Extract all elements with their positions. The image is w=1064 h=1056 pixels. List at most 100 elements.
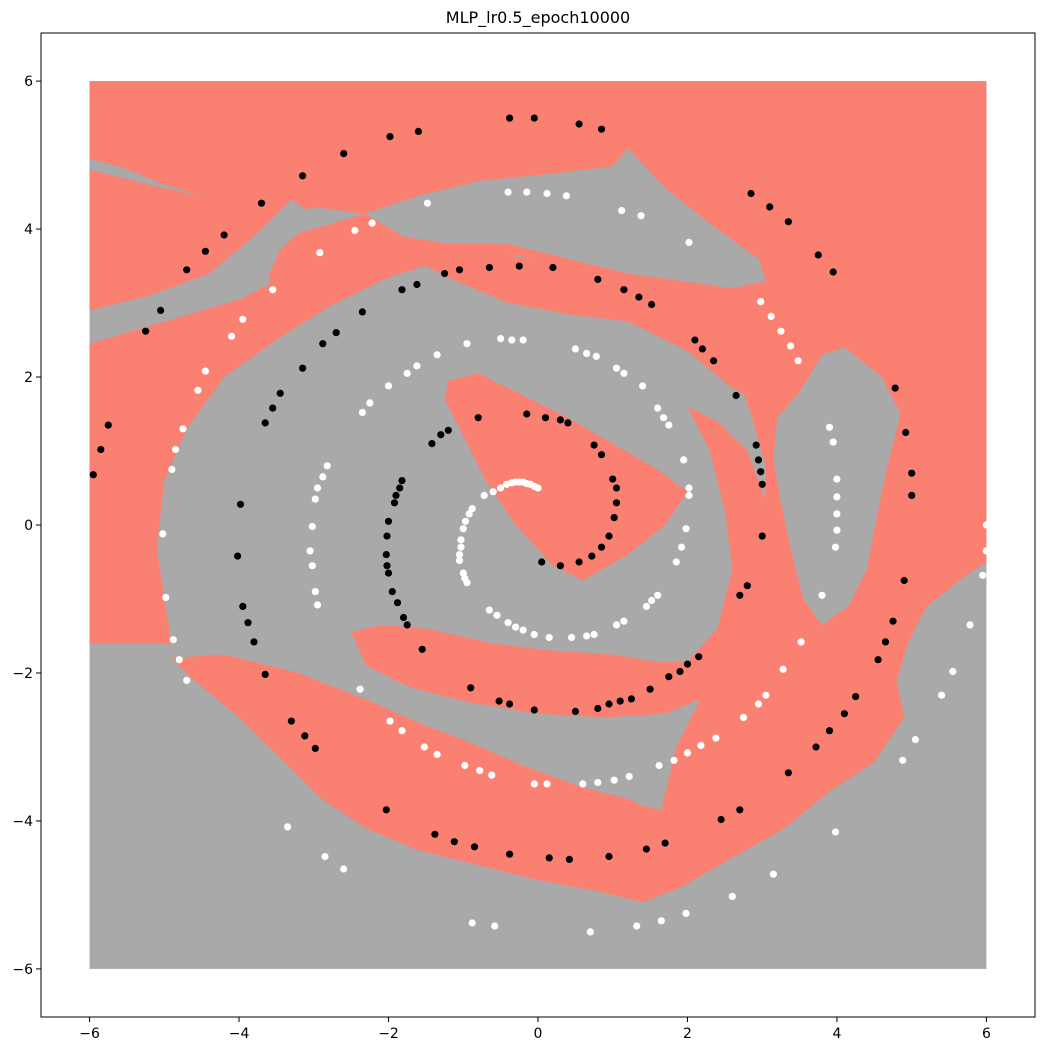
scatter-point-series-0 <box>97 445 105 454</box>
scatter-point-series-0 <box>710 357 718 365</box>
scatter-point-series-0 <box>390 499 399 507</box>
scatter-point-series-0 <box>250 638 258 646</box>
scatter-point-series-1 <box>308 562 316 570</box>
scatter-point-series-0 <box>261 419 269 427</box>
scatter-point-series-1 <box>665 421 673 429</box>
scatter-point-series-1 <box>493 611 501 619</box>
scatter-point-series-0 <box>384 517 393 525</box>
scatter-point-series-1 <box>655 761 663 770</box>
scatter-point-series-1 <box>171 445 180 454</box>
scatter-point-series-0 <box>541 414 550 422</box>
region-class-1-arm-lower <box>171 654 666 840</box>
scatter-point-series-1 <box>592 352 600 360</box>
scatter-point-series-1 <box>476 767 484 775</box>
scatter-point-series-0 <box>428 440 436 448</box>
scatter-point-series-1 <box>620 617 628 625</box>
scatter-point-series-1 <box>169 636 177 644</box>
x-tick-label: 0 <box>534 1026 543 1042</box>
scatter-point-series-1 <box>491 922 499 930</box>
scatter-point-series-1 <box>777 327 785 335</box>
scatter-point-series-0 <box>594 704 602 713</box>
scatter-point-series-1 <box>519 626 527 634</box>
scatter-point-series-0 <box>743 582 751 590</box>
scatter-point-series-1 <box>463 340 471 348</box>
scatter-point-series-0 <box>612 484 621 492</box>
scatter-point-series-0 <box>616 697 624 705</box>
x-tick-label: 2 <box>683 1026 692 1042</box>
scatter-point-series-0 <box>814 251 822 259</box>
scatter-point-series-1 <box>568 633 576 642</box>
scatter-point-series-0 <box>201 247 209 255</box>
scatter-point-series-1 <box>728 892 736 901</box>
scatter-point-series-0 <box>646 685 654 693</box>
scatter-point-series-1 <box>194 386 202 394</box>
scatter-point-series-0 <box>908 469 916 477</box>
scatter-point-series-0 <box>556 562 565 570</box>
scatter-point-series-1 <box>682 909 690 918</box>
x-axis: −6 −4 −2 0 2 4 6 <box>79 1017 991 1042</box>
scatter-point-series-1 <box>833 493 841 501</box>
scatter-point-series-0 <box>874 656 882 664</box>
scatter-point-series-1 <box>562 192 571 200</box>
scatter-point-series-0 <box>234 552 242 560</box>
scatter-point-series-0 <box>470 843 479 851</box>
scatter-point-series-0 <box>588 552 596 560</box>
scatter-point-series-1 <box>179 425 187 433</box>
scatter-point-series-1 <box>739 713 748 722</box>
scatter-point-series-0 <box>717 815 725 824</box>
scatter-point-series-1 <box>769 870 778 878</box>
scatter-point-series-1 <box>519 336 527 344</box>
scatter-point-series-0 <box>382 551 390 559</box>
scatter-point-series-1 <box>316 249 324 257</box>
scatter-point-series-1 <box>511 623 520 631</box>
scatter-point-series-0 <box>467 684 475 692</box>
scatter-point-series-0 <box>89 471 97 479</box>
scatter-point-series-0 <box>754 456 763 464</box>
scatter-point-series-0 <box>610 514 618 522</box>
scatter-point-series-1 <box>488 771 496 779</box>
scatter-point-series-0 <box>398 477 406 485</box>
scatter-point-series-1 <box>530 780 538 788</box>
scatter-point-series-1 <box>366 399 374 407</box>
scatter-point-series-0 <box>556 416 565 424</box>
scatter-point-series-0 <box>220 231 228 239</box>
scatter-point-series-1 <box>571 345 580 353</box>
scatter-point-series-0 <box>393 599 402 607</box>
scatter-point-series-0 <box>388 588 396 596</box>
scatter-point-series-1 <box>625 772 633 781</box>
scatter-point-series-0 <box>495 697 503 705</box>
scatter-point-series-0 <box>889 617 897 625</box>
scatter-point-series-0 <box>766 203 774 211</box>
scatter-point-series-0 <box>474 414 482 422</box>
scatter-point-series-1 <box>308 522 316 531</box>
decision-regions <box>89 81 987 969</box>
scatter-point-series-1 <box>284 823 292 831</box>
scatter-point-series-0 <box>758 480 766 488</box>
scatter-point-series-0 <box>450 838 458 846</box>
scatter-point-series-1 <box>504 619 512 627</box>
scatter-point-series-1 <box>831 828 840 836</box>
x-tick-label: −2 <box>378 1026 399 1042</box>
scatter-point-series-1 <box>504 188 512 196</box>
scatter-point-series-0 <box>384 569 393 577</box>
scatter-point-series-0 <box>236 500 245 508</box>
scatter-point-series-0 <box>691 336 699 344</box>
scatter-point-series-0 <box>732 391 740 400</box>
scatter-point-series-0 <box>635 293 643 301</box>
scatter-point-series-1 <box>485 606 493 614</box>
scatter-point-series-1 <box>794 357 802 365</box>
scatter-point-series-0 <box>257 199 266 207</box>
scatter-point-series-0 <box>506 700 514 708</box>
scatter-point-series-0 <box>396 484 404 492</box>
scatter-point-series-0 <box>413 280 421 289</box>
scatter-point-series-0 <box>183 266 191 274</box>
scatter-point-series-1 <box>508 336 516 344</box>
scatter-point-series-1 <box>682 525 690 533</box>
scatter-point-series-1 <box>754 700 763 708</box>
y-tick-label: 6 <box>24 74 33 90</box>
scatter-point-series-0 <box>695 653 703 661</box>
scatter-point-series-0 <box>398 286 406 294</box>
scatter-point-series-1 <box>457 543 465 551</box>
scatter-point-series-1 <box>762 691 770 699</box>
